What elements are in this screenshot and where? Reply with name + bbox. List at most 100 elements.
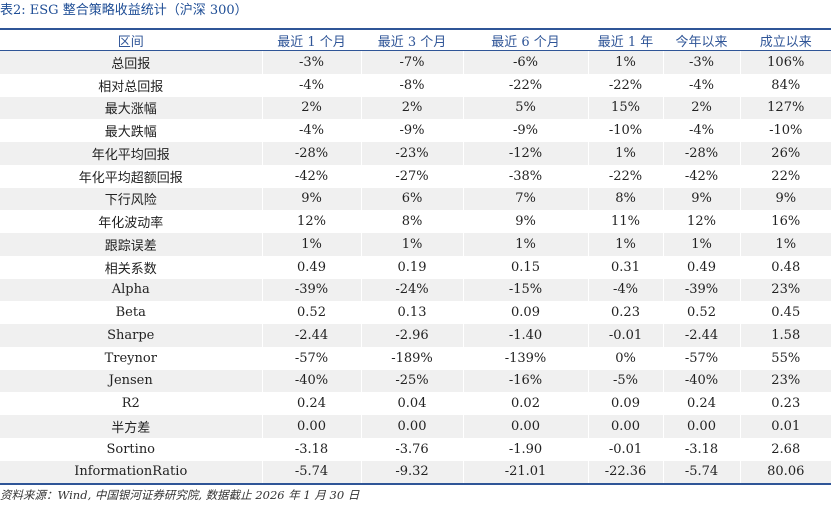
table-cell: -3.18 <box>262 437 362 461</box>
table-cell: 16% <box>740 210 831 233</box>
table-cell: -12% <box>463 142 589 165</box>
table-cell: 22% <box>740 164 831 188</box>
table-cell: -23% <box>361 142 464 165</box>
table-cell: -3.76 <box>361 437 464 461</box>
row-label: Sortino <box>0 437 263 461</box>
table-cell: -57% <box>262 346 362 370</box>
table-cell: -2.44 <box>262 324 362 347</box>
table-cell: -39% <box>663 278 741 302</box>
row-label: 相对总回报 <box>0 73 263 97</box>
table-cell: 2% <box>361 96 464 120</box>
table-cell: 2.68 <box>740 437 831 461</box>
table-cell: -2.96 <box>361 324 464 347</box>
table-cell: 106% <box>740 50 831 74</box>
table-cell: -5.74 <box>262 460 362 485</box>
row-label: InformationRatio <box>0 460 263 485</box>
table-cell: -15% <box>463 278 589 302</box>
table-cell: -57% <box>663 346 741 370</box>
table-cell: 8% <box>361 210 464 233</box>
table-cell: 0.09 <box>588 392 664 415</box>
table-caption: 表2: ESG 整合策略收益统计（沪深 300） <box>0 3 248 18</box>
table-row: 总回报 -3% -7% -6% 1% -3% 106% <box>0 50 831 74</box>
table-cell: 1% <box>588 233 664 256</box>
table-row: InformationRatio -5.74 -9.32 -21.01 -22.36 -5… <box>0 460 831 485</box>
table-cell: 9% <box>262 187 362 211</box>
table-cell: 15% <box>588 96 664 120</box>
table-cell: -189% <box>361 346 464 370</box>
table-cell: 0.48 <box>740 255 831 279</box>
table-cell: -5.74 <box>663 460 741 485</box>
table-cell: -0.01 <box>588 324 664 347</box>
table-cell: 7% <box>463 187 589 211</box>
table-cell: 1% <box>262 233 362 256</box>
row-label: Beta <box>0 301 263 324</box>
table-cell: 12% <box>663 210 741 233</box>
table-cell: 0.00 <box>262 415 362 438</box>
table-row: 年化平均回报 -28% -23% -12% 1% -28% 26% <box>0 142 831 165</box>
row-label: Treynor <box>0 346 263 370</box>
table-cell: 0.31 <box>588 255 664 279</box>
table-cell: -7% <box>361 50 464 74</box>
table-cell: -28% <box>663 142 741 165</box>
table-cell: 0.01 <box>740 415 831 438</box>
table-cell: -40% <box>262 369 362 393</box>
table-cell: 1% <box>663 233 741 256</box>
table-cell: -4% <box>262 73 362 97</box>
table-row: 跟踪误差 1% 1% 1% 1% 1% 1% <box>0 233 831 256</box>
table-cell: 1% <box>588 142 664 165</box>
table-cell: -5% <box>588 369 664 393</box>
table-cell: 0.15 <box>463 255 589 279</box>
row-label: 年化平均回报 <box>0 142 263 165</box>
table-cell: 1% <box>361 233 464 256</box>
table-cell: 26% <box>740 142 831 165</box>
table-cell: -3% <box>663 50 741 74</box>
column-header: 成立以来 <box>740 29 831 51</box>
table-cell: -22.36 <box>588 460 664 485</box>
table-cell: 1% <box>740 233 831 256</box>
column-header: 今年以来 <box>663 29 741 51</box>
table-cell: 0% <box>588 346 664 370</box>
table-cell: 0.09 <box>463 301 589 324</box>
table-cell: 11% <box>588 210 664 233</box>
table-cell: 0.00 <box>588 415 664 438</box>
table-cell: 5% <box>463 96 589 120</box>
table-cell: 0.49 <box>663 255 741 279</box>
table-cell: 0.13 <box>361 301 464 324</box>
table-cell: 9% <box>740 187 831 211</box>
table-cell: 0.23 <box>740 392 831 415</box>
table-cell: -9% <box>463 119 589 142</box>
table-row: Jensen -40% -25% -16% -5% -40% 23% <box>0 369 831 393</box>
table-cell: 55% <box>740 346 831 370</box>
row-label: Jensen <box>0 369 263 393</box>
table-row: 下行风险 9% 6% 7% 8% 9% 9% <box>0 187 831 211</box>
column-header: 最近 1 年 <box>588 29 664 51</box>
row-label: 半方差 <box>0 415 263 438</box>
table-cell: -40% <box>663 369 741 393</box>
table-cell: 0.04 <box>361 392 464 415</box>
row-label: 最大涨幅 <box>0 96 263 120</box>
column-header: 最近 1 个月 <box>262 29 362 51</box>
table-cell: -6% <box>463 50 589 74</box>
table-cell: -27% <box>361 164 464 188</box>
table-cell: 0.52 <box>663 301 741 324</box>
table-cell: 0.45 <box>740 301 831 324</box>
table-cell: -8% <box>361 73 464 97</box>
table-cell: -4% <box>663 73 741 97</box>
table-cell: 6% <box>361 187 464 211</box>
table-row: 最大涨幅 2% 2% 5% 15% 2% 127% <box>0 96 831 120</box>
table-cell: -22% <box>463 73 589 97</box>
table-cell: -139% <box>463 346 589 370</box>
table-row: 半方差 0.00 0.00 0.00 0.00 0.00 0.01 <box>0 415 831 438</box>
table-cell: 2% <box>663 96 741 120</box>
table-cell: 84% <box>740 73 831 97</box>
row-label: 下行风险 <box>0 187 263 211</box>
table-cell: -1.40 <box>463 324 589 347</box>
row-label: 年化平均超额回报 <box>0 164 263 188</box>
table-cell: -3.18 <box>663 437 741 461</box>
table-row: 年化平均超额回报 -42% -27% -38% -22% -42% 22% <box>0 164 831 188</box>
table-cell: -42% <box>663 164 741 188</box>
source-note: 资料来源：Wind, 中国银河证券研究院, 数据截止 2026 年 1 月 30… <box>0 488 360 502</box>
table-row: 年化波动率 12% 8% 9% 11% 12% 16% <box>0 210 831 233</box>
table-cell: 0.00 <box>361 415 464 438</box>
table-cell: 0.19 <box>361 255 464 279</box>
